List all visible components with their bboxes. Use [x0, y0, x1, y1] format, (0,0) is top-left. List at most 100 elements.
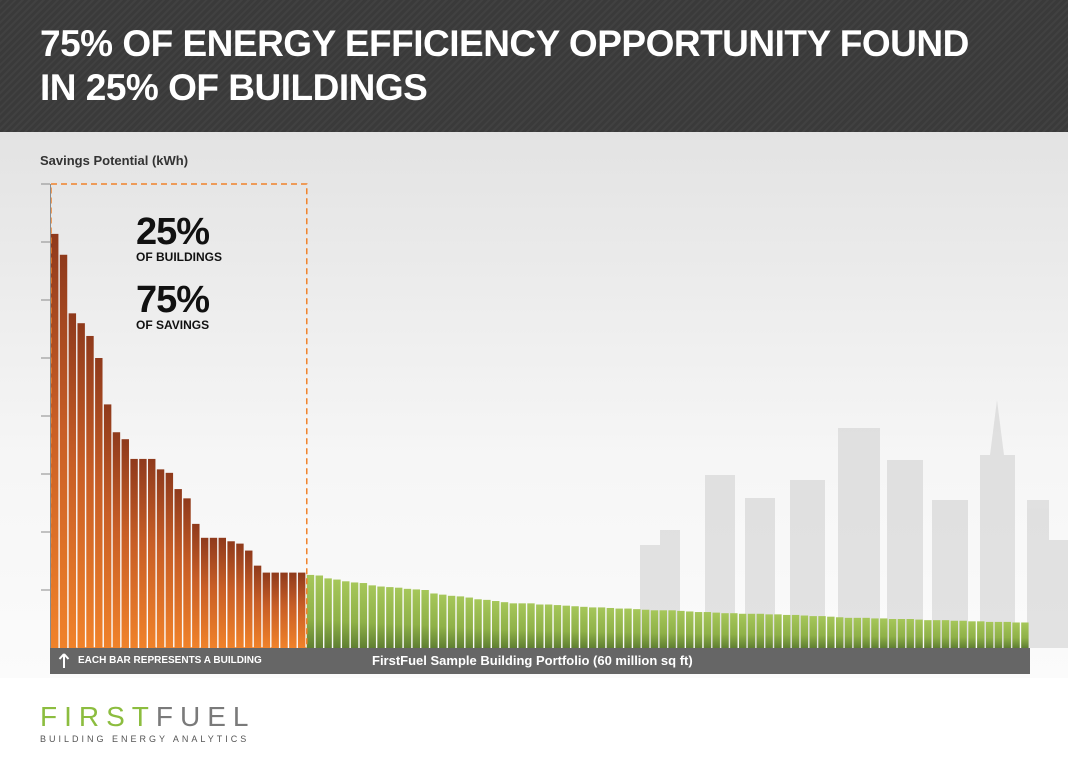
bar-building — [977, 621, 985, 648]
bar-top-building — [253, 565, 262, 648]
bar-building — [959, 620, 967, 648]
firstfuel-logo: FIRSTFUEL BUILDING ENERGY ANALYTICS — [40, 701, 255, 745]
x-axis-footer-bar: EACH BAR REPRESENTS A BUILDING FirstFuel… — [50, 648, 1030, 674]
bar-building — [536, 604, 544, 648]
bar-top-building — [218, 537, 226, 648]
bar-top-building — [148, 458, 156, 648]
bar-building — [677, 610, 685, 648]
bar-building — [686, 611, 694, 648]
bar-building — [738, 613, 747, 648]
bar-building — [765, 614, 773, 648]
bar-building — [835, 617, 844, 648]
bar-building — [491, 601, 500, 648]
bar-building — [412, 589, 421, 648]
bar-top-building — [68, 313, 77, 648]
bar-building — [703, 612, 712, 648]
bar-building — [809, 616, 817, 648]
bar-building — [500, 602, 509, 648]
bar-top-building — [297, 572, 306, 648]
bar-building — [403, 588, 412, 648]
bar-top-building — [51, 233, 59, 648]
bar-building — [844, 617, 853, 648]
bar-building — [597, 607, 606, 648]
bar-building — [668, 610, 676, 648]
bar-building — [394, 587, 403, 648]
bar-building — [456, 596, 465, 648]
bar-building — [633, 609, 641, 648]
header-banner: 75% OF ENERGY EFFICIENCY OPPORTUNITY FOU… — [0, 0, 1068, 132]
bar-top-building — [271, 572, 279, 648]
bar-building — [906, 619, 914, 648]
bar-top-building — [245, 550, 253, 648]
bar-building — [950, 620, 959, 648]
bar-top-building — [130, 458, 138, 648]
bar-top-building — [200, 537, 209, 648]
bar-building — [386, 587, 394, 648]
bar-building — [985, 621, 994, 648]
bar-building — [659, 610, 667, 648]
bar-building — [747, 613, 756, 648]
bar-building — [783, 614, 791, 648]
bar-building — [915, 619, 923, 648]
bar-building — [315, 575, 324, 648]
stat-buildings-label: OF BUILDINGS — [136, 250, 222, 264]
bar-building — [721, 613, 729, 648]
bar-building — [553, 605, 562, 648]
title-line-1: 75% OF ENERGY EFFICIENCY OPPORTUNITY FOU… — [40, 23, 969, 64]
bar-building — [359, 583, 368, 648]
bar-top-building — [156, 469, 165, 648]
bar-building — [324, 578, 332, 648]
bar-building — [756, 613, 765, 648]
bar-building — [871, 618, 879, 648]
bar-top-building — [289, 572, 297, 648]
bar-building — [818, 616, 826, 648]
arrow-up-icon — [58, 653, 70, 668]
bar-building — [544, 604, 553, 648]
page-title: 75% OF ENERGY EFFICIENCY OPPORTUNITY FOU… — [40, 22, 969, 110]
bar-building — [862, 617, 870, 648]
x-axis-label: FirstFuel Sample Building Portfolio (60 … — [372, 653, 693, 668]
bar-top-building — [59, 254, 68, 648]
bar-building — [474, 599, 482, 648]
bar-building — [465, 597, 473, 648]
bar-building — [624, 608, 632, 648]
stat-savings-value: 75% — [136, 279, 210, 321]
bar-building — [527, 603, 535, 648]
bar-top-building — [227, 541, 235, 648]
bar-top-building — [192, 523, 200, 648]
bar-building — [641, 609, 650, 648]
bar-building — [827, 616, 835, 648]
bar-building — [994, 621, 1003, 648]
bar-building — [1012, 622, 1020, 648]
bar-building — [439, 594, 447, 648]
y-axis-label: Savings Potential (kWh) — [40, 153, 189, 168]
bar-building — [774, 614, 782, 648]
logo-first: FIRST — [40, 701, 156, 732]
bar-building — [350, 582, 359, 648]
bar-building — [430, 593, 438, 648]
bar-building — [518, 603, 526, 648]
bar-top-building — [77, 323, 85, 648]
bar-building — [368, 585, 376, 648]
bar-building — [897, 619, 906, 648]
bar-top-building — [86, 335, 94, 648]
bar-building — [333, 579, 341, 648]
bar-building — [1021, 622, 1029, 648]
bar-building — [615, 608, 623, 648]
bar-building — [730, 613, 738, 648]
title-line-2: IN 25% OF BUILDINGS — [40, 67, 428, 108]
bar-top-building — [262, 572, 271, 648]
stat-savings-label: OF SAVINGS — [136, 318, 210, 332]
bar-building — [888, 619, 897, 648]
bar-building — [712, 612, 720, 648]
bar-top-building — [183, 498, 191, 648]
bar-top-building — [139, 458, 147, 648]
bar-building — [606, 607, 615, 648]
bar-building — [968, 621, 976, 648]
bar-building — [941, 620, 950, 648]
city-skyline-decoration — [640, 400, 1068, 648]
bar-building — [932, 620, 941, 648]
stat-buildings-value: 25% — [136, 211, 210, 253]
bar-building — [306, 574, 315, 648]
